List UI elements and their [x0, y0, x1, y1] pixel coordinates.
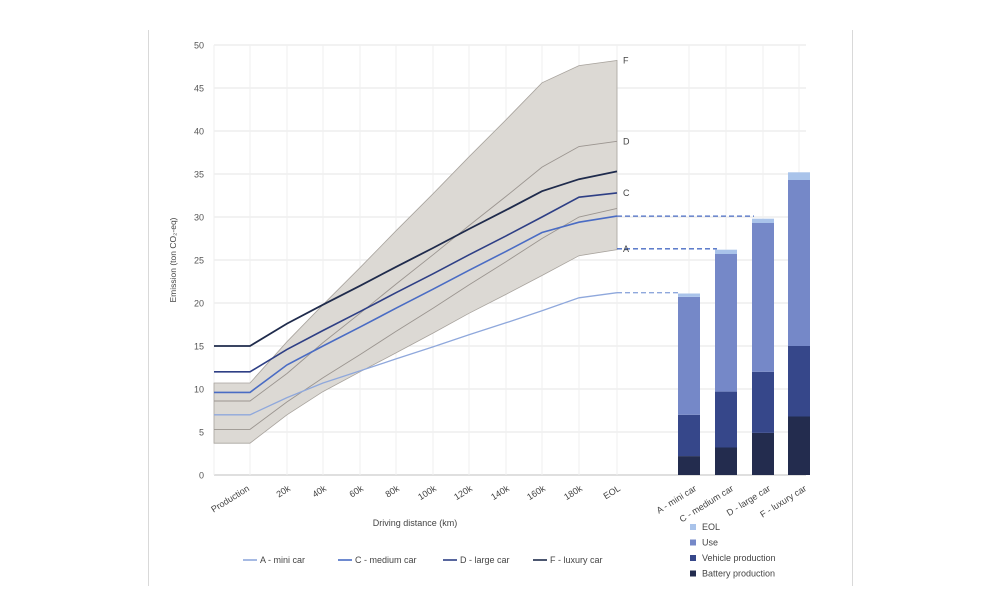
bar-3-2 [788, 180, 810, 346]
bar-3-3 [788, 172, 810, 180]
legend-layer: A - mini car C - medium car D - large car F… [243, 522, 776, 579]
x-tick-label-10: 180k [562, 483, 584, 502]
frame-border-right [852, 30, 853, 586]
x-axis-label: Driving distance (km) [373, 518, 458, 528]
range-line-1 [214, 140, 618, 402]
bar-0-0 [678, 456, 700, 475]
dashed-links [617, 215, 754, 294]
x-tick-label-11: EOL [601, 483, 622, 501]
bar-2-1 [752, 371, 774, 433]
legend-label-bar-1: Use [702, 538, 718, 548]
bar-3-1 [788, 346, 810, 417]
x-tick-label-0: Production [209, 483, 251, 514]
line-layer [214, 140, 618, 430]
bar-1-0 [715, 447, 737, 475]
bar-1-1 [715, 391, 737, 448]
legend-label-line-0: A - mini car [260, 555, 305, 565]
end-label-2: C [623, 188, 630, 198]
series-line-1 [214, 215, 618, 394]
x-tick-label-6: 100k [416, 483, 438, 502]
bar-0-1 [678, 414, 700, 457]
legend-swatch-bar-2 [690, 555, 696, 561]
x-tick-label-5: 80k [383, 483, 401, 499]
y-tick-label-7: 35 [194, 170, 204, 180]
series-line-3 [214, 170, 618, 347]
legend-label-bar-2: Vehicle production [702, 553, 776, 563]
bar-1-3 [715, 249, 737, 254]
y-tick-label-3: 15 [194, 342, 204, 352]
y-tick-label-10: 50 [194, 41, 204, 51]
legend-swatch-bar-3 [690, 570, 696, 577]
x-tick-label-9: 160k [525, 483, 547, 502]
y-tick-label-2: 10 [194, 385, 204, 395]
x-tick-label-7: 120k [452, 483, 474, 502]
range-line-0 [214, 207, 618, 430]
legend-label-line-2: D - large car [460, 555, 510, 565]
y-axis-label: Emission (ton CO₂-eq) [168, 217, 178, 302]
x-tick-label-4: 60k [347, 483, 365, 499]
end-label-3: A [623, 244, 629, 254]
y-tick-label-8: 40 [194, 127, 204, 137]
y-tick-label-9: 45 [194, 84, 204, 94]
range-band [213, 60, 618, 444]
y-tick-label-0: 0 [199, 471, 204, 481]
bar-layer [678, 172, 810, 475]
x-tick-label-8: 140k [489, 483, 511, 502]
series-line-2 [214, 192, 618, 373]
bar-2-0 [752, 432, 774, 475]
y-tick-label-6: 30 [194, 213, 204, 223]
legend-label-bar-3: Battery production [702, 569, 775, 579]
x-tick-label-2: 20k [274, 483, 292, 499]
legend-swatch-bar-0 [690, 524, 696, 530]
bar-0-3 [678, 293, 700, 297]
legend-label-line-3: F - luxury car [550, 555, 603, 565]
bar-2-2 [752, 223, 774, 372]
frame-border-left [148, 30, 149, 586]
x-tick-label-3: 40k [310, 483, 328, 499]
legend-label-bar-0: EOL [702, 522, 720, 532]
series-line-0 [214, 292, 618, 416]
y-tick-label-4: 20 [194, 299, 204, 309]
band-layer [213, 60, 618, 444]
bar-3-0 [788, 416, 810, 475]
legend-label-line-1: C - medium car [355, 555, 417, 565]
y-tick-label-1: 5 [199, 428, 204, 438]
bar-1-2 [715, 254, 737, 392]
end-label-1: D [623, 136, 630, 146]
y-tick-label-5: 25 [194, 256, 204, 266]
bar-0-2 [678, 297, 700, 415]
end-label-0: F [623, 55, 629, 65]
bar-2-3 [752, 218, 774, 223]
legend-swatch-bar-1 [690, 539, 696, 546]
